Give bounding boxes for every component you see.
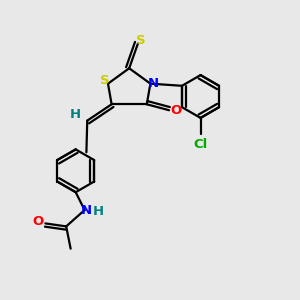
Text: S: S	[136, 34, 146, 46]
Text: N: N	[80, 203, 92, 217]
Text: H: H	[92, 205, 104, 218]
Text: O: O	[171, 104, 182, 117]
Text: Cl: Cl	[194, 138, 208, 151]
Text: S: S	[100, 74, 110, 87]
Text: N: N	[148, 77, 159, 90]
Text: H: H	[70, 108, 81, 121]
Text: O: O	[32, 215, 44, 228]
